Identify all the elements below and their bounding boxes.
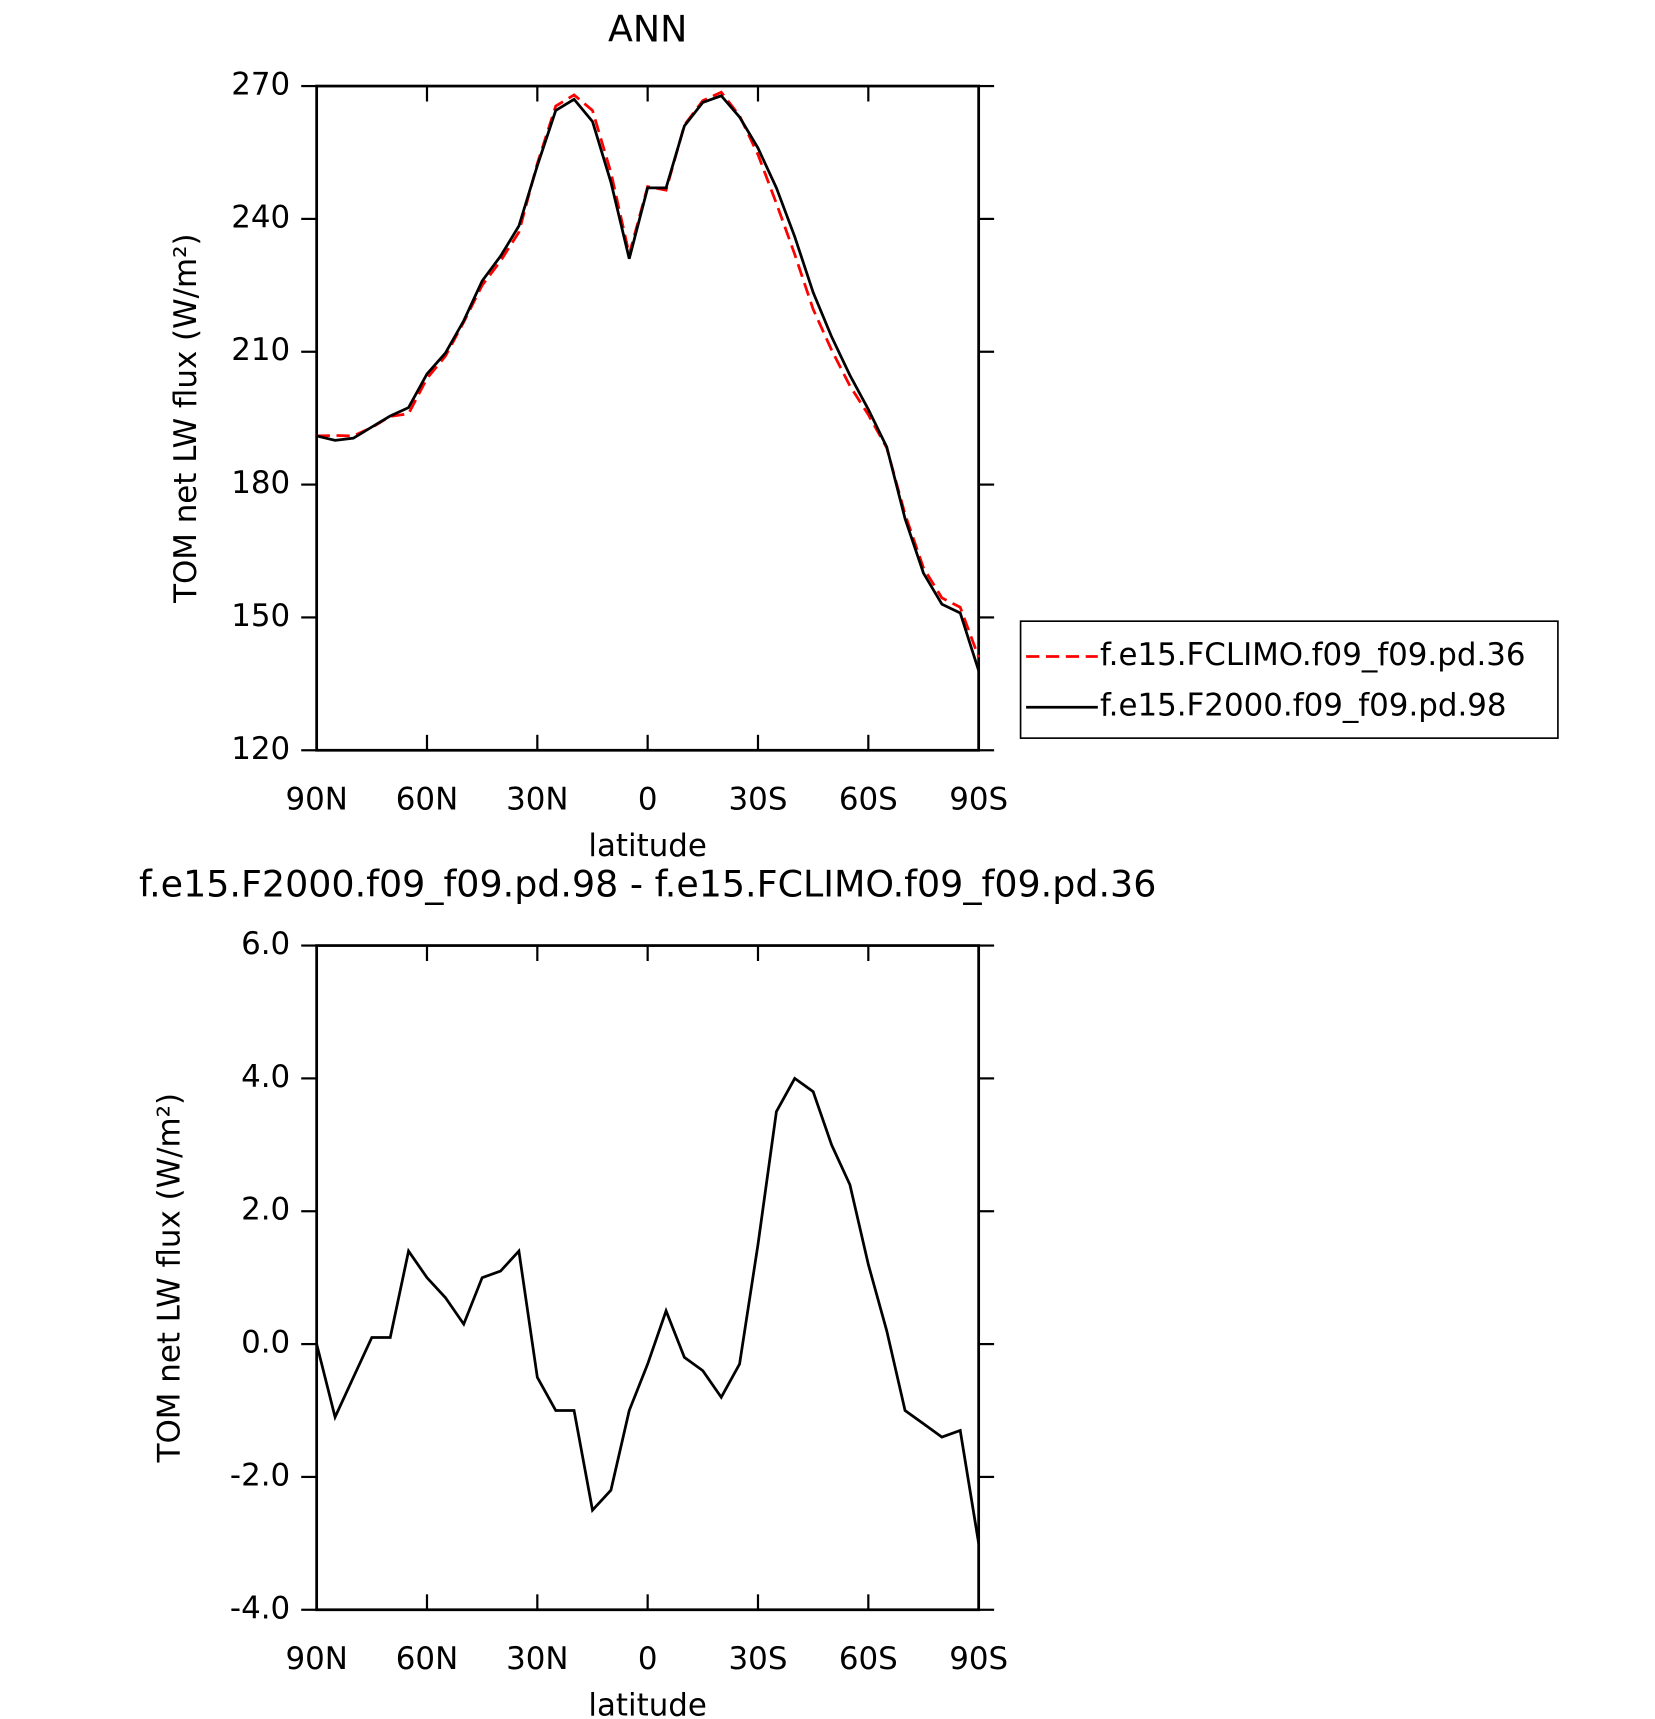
legend-box <box>1019 620 1559 739</box>
x-tick-label: 30S <box>729 1641 788 1677</box>
x-tick-label: 60S <box>839 782 898 818</box>
y-axis-label: TOM net LW flux (W/m²) <box>152 1093 188 1463</box>
x-tick-label: 90N <box>285 1641 347 1677</box>
legend-label: f.e15.FCLIMO.f09_f09.pd.36 <box>1100 637 1526 673</box>
x-tick-label: 60S <box>839 1641 898 1677</box>
x-tick-label: 60N <box>396 1641 458 1677</box>
y-tick-label: 0.0 <box>241 1325 290 1361</box>
y-tick-label: 120 <box>231 731 290 767</box>
y-tick-label: -4.0 <box>230 1590 290 1626</box>
chart-title: ANN <box>608 7 687 50</box>
y-tick-label: 2.0 <box>241 1192 290 1228</box>
x-tick-label: 30N <box>506 782 568 818</box>
y-tick-label: 6.0 <box>241 926 290 962</box>
plot-frame <box>315 944 981 1612</box>
chart-title: f.e15.F2000.f09_f09.pd.98 - f.e15.FCLIMO… <box>139 862 1156 905</box>
y-tick-label: 210 <box>231 332 290 368</box>
x-tick-label: 0 <box>638 782 658 818</box>
x-axis-label: latitude <box>588 828 706 864</box>
x-tick-label: 30N <box>506 1641 568 1677</box>
y-tick-label: 150 <box>231 598 290 634</box>
data-line <box>316 90 980 658</box>
x-axis-label: latitude <box>588 1687 706 1719</box>
y-tick-label: 240 <box>231 199 290 235</box>
x-tick-label: 90N <box>285 782 347 818</box>
y-tick-label: 180 <box>231 465 290 501</box>
x-tick-label: 90S <box>949 782 1008 818</box>
x-tick-label: 30S <box>729 782 788 818</box>
data-line <box>315 1076 981 1544</box>
x-tick-label: 0 <box>638 1641 658 1677</box>
y-tick-label: 4.0 <box>241 1059 290 1095</box>
data-line <box>316 94 980 672</box>
y-tick-label: 270 <box>231 67 290 103</box>
y-axis-label: TOM net LW flux (W/m²) <box>168 233 204 603</box>
x-tick-label: 60N <box>396 782 458 818</box>
x-tick-label: 90S <box>949 1641 1008 1677</box>
legend-label: f.e15.F2000.f09_f09.pd.98 <box>1100 688 1507 724</box>
y-tick-label: -2.0 <box>230 1457 290 1493</box>
